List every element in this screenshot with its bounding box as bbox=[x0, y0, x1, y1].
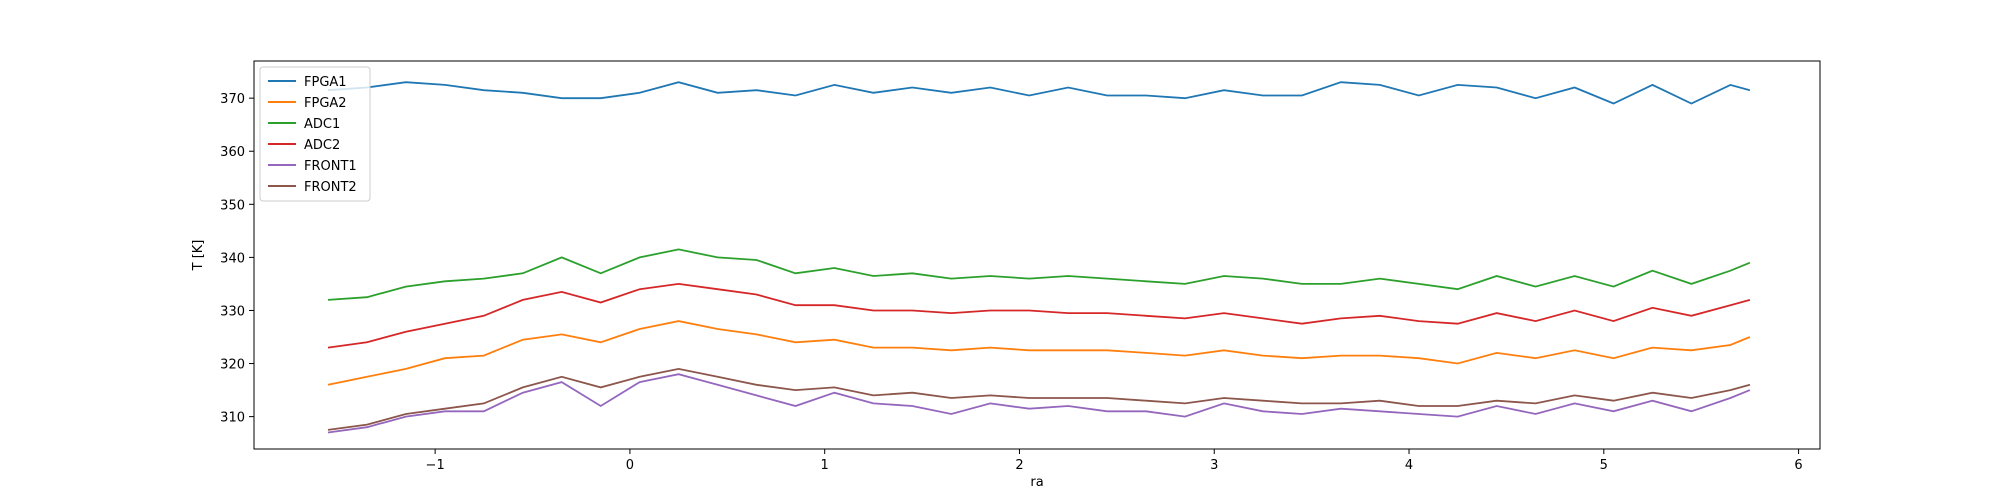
y-axis-label: T [K] bbox=[191, 240, 206, 272]
legend-label: FPGA1 bbox=[304, 75, 347, 90]
x-axis-label: ra bbox=[1030, 475, 1043, 490]
legend-label: FRONT2 bbox=[304, 180, 357, 195]
x-tick-label: 0 bbox=[626, 458, 634, 473]
y-tick-label: 310 bbox=[220, 411, 245, 426]
x-tick-label: −1 bbox=[426, 458, 445, 473]
legend: FPGA1 FPGA2 ADC1 ADC2 FRONT1 FRONT2 bbox=[259, 66, 371, 202]
series-line bbox=[327, 282, 1751, 349]
x-tick-label: 1 bbox=[821, 458, 829, 473]
series-line bbox=[327, 367, 1751, 431]
x-tick-label: 2 bbox=[1015, 458, 1023, 473]
series-line bbox=[327, 248, 1751, 301]
y-tick-label: 340 bbox=[220, 251, 245, 266]
series-line bbox=[327, 373, 1751, 434]
legend-label: FPGA2 bbox=[304, 96, 347, 111]
plot-frame bbox=[253, 60, 1821, 450]
x-tick-label: 6 bbox=[1794, 458, 1802, 473]
series-line bbox=[327, 81, 1751, 105]
y-tick-label: 350 bbox=[220, 198, 245, 213]
y-tick-label: 370 bbox=[220, 92, 245, 107]
y-tick-label: 320 bbox=[220, 358, 245, 373]
legend-label: ADC1 bbox=[304, 117, 340, 132]
legend-label: FRONT1 bbox=[304, 159, 357, 174]
x-tick-label: 4 bbox=[1405, 458, 1413, 473]
legend-box bbox=[259, 66, 371, 202]
y-tick-label: 360 bbox=[220, 145, 245, 160]
x-tick-label: 3 bbox=[1210, 458, 1218, 473]
series-line bbox=[327, 320, 1751, 386]
y-tick-label: 330 bbox=[220, 304, 245, 319]
legend-label: ADC2 bbox=[304, 138, 340, 153]
x-tick-label: 5 bbox=[1600, 458, 1608, 473]
